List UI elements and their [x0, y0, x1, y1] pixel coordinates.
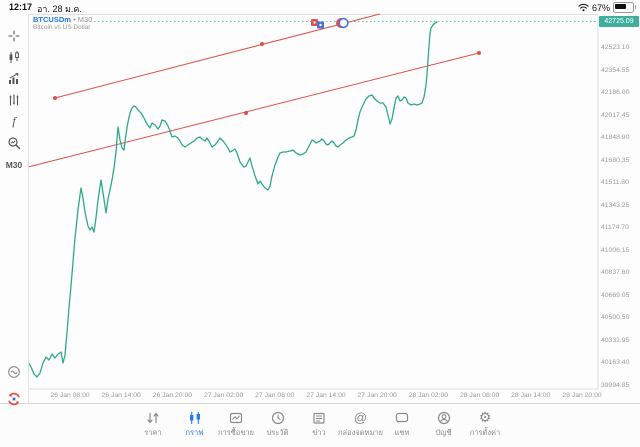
mailbox-at-icon: @	[353, 409, 368, 425]
chart-header: BTCUSDm • M30 Bitcoin vs US Dollar	[33, 15, 92, 33]
order-marker-glyph	[313, 21, 316, 24]
symbol-timeframe: • M30	[70, 15, 93, 24]
quotes-icon	[145, 409, 161, 426]
price-axis: 42691.6542523.1042354.5542186.0042017.45…	[599, 14, 640, 389]
trend-marker-circle[interactable]	[338, 17, 349, 29]
price-axis-label: 42523.10	[601, 44, 630, 51]
plot-border	[28, 14, 599, 390]
candlestick-icon	[9, 51, 19, 63]
functions-button[interactable]: f	[0, 112, 28, 130]
battery-icon	[613, 2, 636, 13]
tab-trade[interactable]: การซื้อขาย	[208, 409, 264, 439]
time-axis-label: 27 Jan 02:00	[203, 392, 244, 399]
wifi-icon	[578, 3, 589, 12]
tab-account[interactable]: บัญชี	[416, 409, 472, 439]
time-axis-label: 27 Jan 08:00	[255, 392, 295, 399]
zoom-button[interactable]	[0, 134, 28, 152]
trend-line[interactable]	[54, 13, 381, 99]
settings-gear-icon: ⚙	[478, 409, 492, 426]
chart-toolbar: f M30	[0, 14, 29, 406]
chat-bubble-icon	[394, 409, 410, 426]
indicators-icon	[9, 73, 19, 84]
time-axis-label: 27 Jan 14:00	[306, 392, 346, 399]
timeframe-button[interactable]: M30	[0, 156, 28, 174]
trade-icon	[228, 409, 244, 426]
time-axis-label: 28 Jan 14:00	[511, 392, 551, 399]
tab-bar: ราคา กราฟ การซื้อขาย	[0, 403, 640, 447]
price-axis-label: 41680.35	[601, 156, 630, 164]
objects-icon	[9, 94, 19, 106]
timeframe-label: M30	[5, 160, 23, 170]
time-axis-label: 26 Jan 20:00	[152, 392, 193, 399]
price-axis-label: 42186.00	[601, 89, 630, 96]
time-axis-label: 27 Jan 20:00	[357, 392, 397, 399]
current-price-badge: 42725.09	[599, 16, 639, 27]
tab-settings[interactable]: ⚙ การตั้งค่า	[469, 409, 501, 438]
crosshair-tool-button[interactable]	[0, 27, 28, 45]
status-date: อา. 28 ม.ค.	[37, 4, 82, 14]
tab-quotes[interactable]: ราคา	[125, 409, 181, 439]
trend-line[interactable]	[27, 52, 480, 168]
price-axis-label: 40500.50	[601, 314, 630, 321]
price-axis-label: 41006.15	[601, 246, 630, 254]
trend-line-handle[interactable]	[477, 51, 481, 55]
price-axis-label: 40163.40	[601, 359, 630, 366]
news-icon	[311, 409, 327, 426]
crosshair-icon	[8, 30, 20, 42]
price-axis-label: 41174.70	[601, 224, 629, 231]
price-axis-label: 42354.55	[601, 66, 630, 74]
battery-percent: 67%	[591, 2, 610, 13]
tab-chart[interactable]: กราฟ	[167, 409, 223, 439]
symbol-name: BTCUSDm	[33, 15, 71, 24]
time-axis-label: 28 Jan 08:00	[459, 392, 500, 399]
quick-trade-button[interactable]	[0, 363, 28, 381]
sync-refresh-icon	[8, 392, 20, 406]
status-time: 12:17	[9, 2, 33, 12]
price-axis-label: 41343.25	[601, 201, 630, 209]
price-axis-label: 39994.85	[601, 381, 630, 389]
function-icon: f	[12, 113, 16, 128]
price-axis-label: 40837.60	[601, 269, 630, 276]
sync-button[interactable]	[0, 390, 28, 408]
tab-news[interactable]: ข่าว	[291, 409, 347, 439]
tab-mailbox[interactable]: @ กล่องจดหมาย	[337, 409, 384, 437]
time-axis-label: 28 Jan 20:00	[562, 392, 602, 399]
time-axis: 26 Jan 08:00 26 Jan 14:00 26 Jan 20:00 27 J…	[0, 389, 640, 403]
wave-circle-icon	[8, 366, 20, 378]
order-marker-glyph	[319, 23, 322, 27]
account-person-icon	[436, 409, 452, 426]
price-axis-label: 40669.05	[601, 291, 630, 299]
trend-line-handle[interactable]	[260, 42, 264, 46]
price-series-line	[27, 21, 438, 378]
price-axis-label: 42017.45	[601, 111, 630, 119]
magnifier-icon	[8, 137, 21, 150]
price-axis-label: 41511.80	[601, 179, 629, 186]
chart-icon	[187, 409, 203, 426]
objects-button[interactable]	[0, 91, 28, 109]
chart-type-button[interactable]	[0, 48, 28, 66]
symbol-description: Bitcoin vs US Dollar	[33, 24, 91, 32]
time-axis-label: 26 Jan 08:00	[50, 392, 90, 399]
time-axis-label: 28 Jan 02:00	[408, 392, 449, 399]
trend-line-handle[interactable]	[244, 111, 248, 115]
indicators-button[interactable]	[0, 69, 28, 87]
tab-history[interactable]: ประวัติ	[250, 409, 306, 439]
time-axis-label: 26 Jan 14:00	[101, 392, 141, 399]
tab-chat[interactable]: แชท	[374, 409, 430, 439]
status-bar: 12:17 อา. 28 ม.ค. 67%	[0, 0, 640, 14]
trend-line-handle[interactable]	[53, 96, 57, 100]
price-axis-label: 40331.95	[601, 336, 630, 344]
history-clock-icon	[270, 409, 286, 426]
price-axis-label: 41848.90	[601, 134, 630, 141]
